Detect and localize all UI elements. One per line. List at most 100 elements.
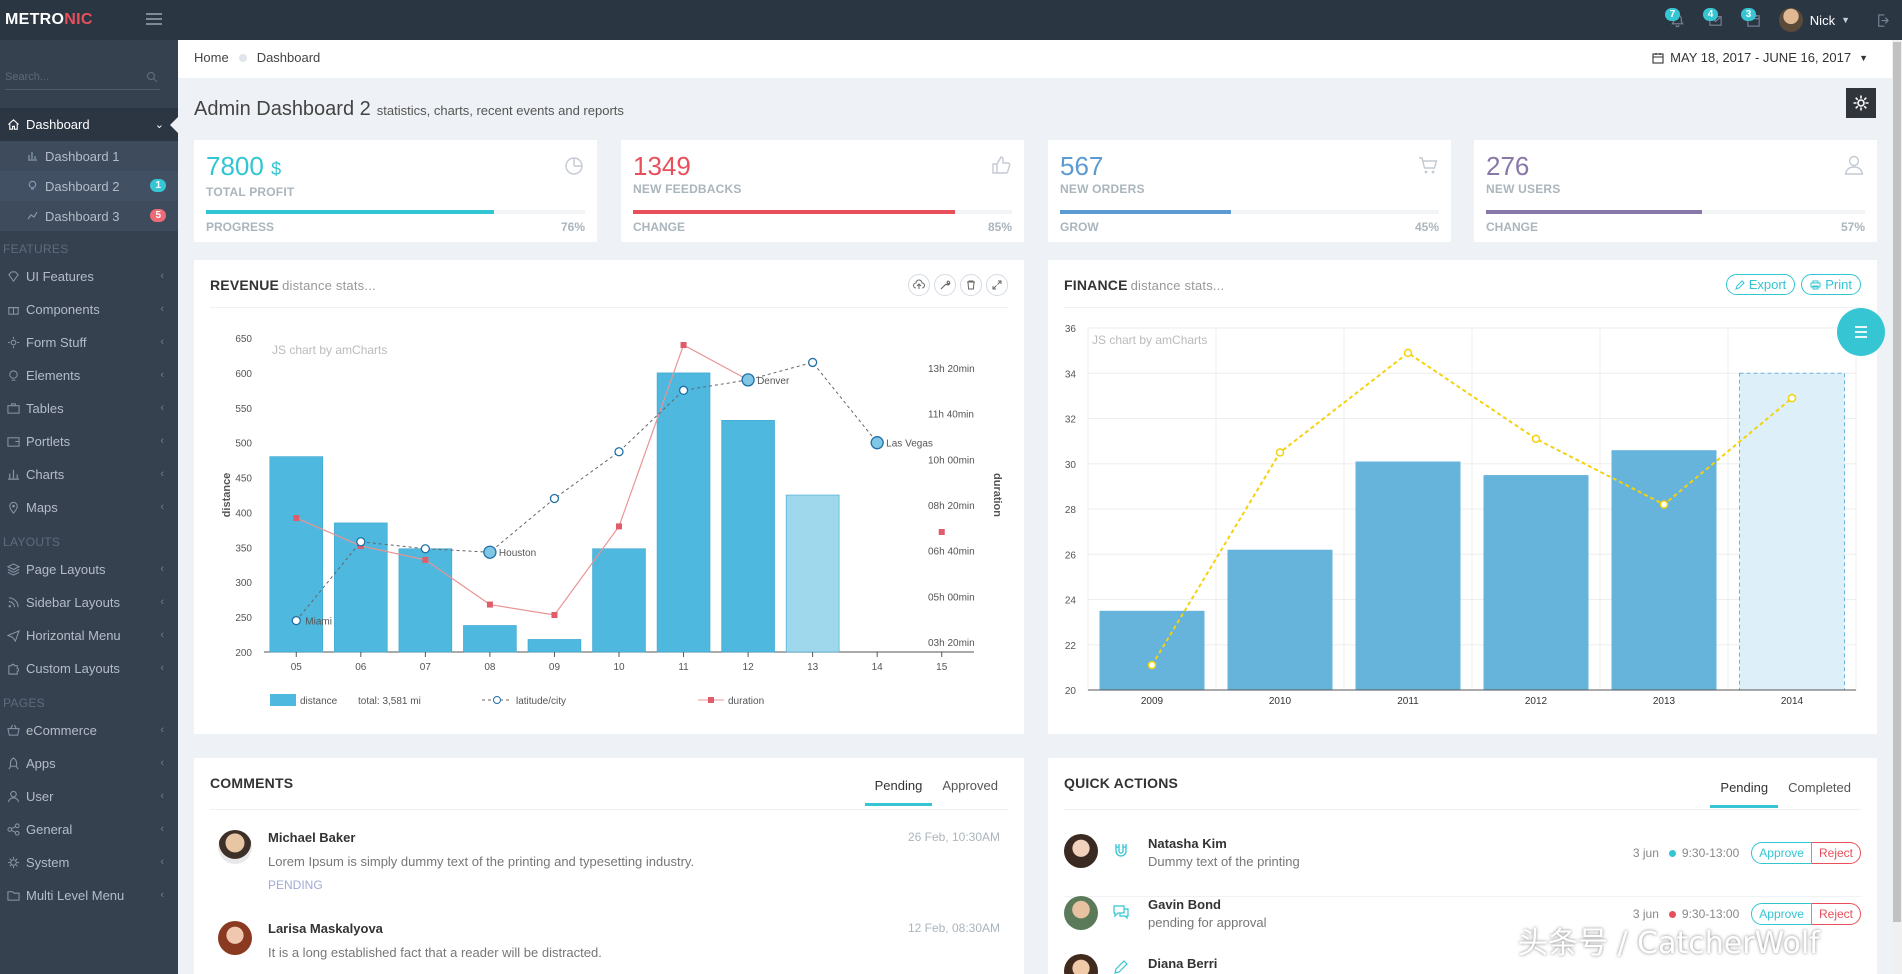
chevron-left-icon: ‹ xyxy=(160,501,164,513)
quick-action-name[interactable]: Gavin Bond xyxy=(1148,897,1221,912)
tab-pending[interactable]: Pending xyxy=(864,770,933,806)
feed-icon xyxy=(6,596,20,610)
sidebar-item-tables[interactable]: Tables ‹ xyxy=(0,392,178,425)
y-tick-label: 600 xyxy=(235,369,252,380)
comment-author[interactable]: Michael Baker xyxy=(268,830,356,845)
tasks-button[interactable]: 3 xyxy=(1735,0,1773,40)
menu-toggler[interactable] xyxy=(146,13,162,25)
reject-button[interactable]: Reject xyxy=(1811,842,1861,864)
sidebar-item-charts[interactable]: Charts ‹ xyxy=(0,458,178,491)
stat-label: TOTAL PROFIT xyxy=(206,185,295,199)
sidebar-item-label: Page Layouts xyxy=(26,562,106,577)
page-title-row: Admin Dashboard 2 statistics, charts, re… xyxy=(194,98,624,121)
quick-action-name[interactable]: Natasha Kim xyxy=(1148,836,1227,851)
sidebar-item-multi-level-menu[interactable]: Multi Level Menu ‹ xyxy=(0,879,178,912)
x-tick-label: 2009 xyxy=(1141,696,1164,707)
x-tick-label: 2010 xyxy=(1269,696,1292,707)
quick-nav-button[interactable] xyxy=(1837,308,1885,356)
stat-percent: 85% xyxy=(987,220,1012,234)
wallet-icon xyxy=(6,435,20,449)
sidebar-item-label: Dashboard xyxy=(26,117,90,132)
breadcrumb-home[interactable]: Home xyxy=(194,50,229,65)
search-input[interactable] xyxy=(5,71,135,83)
sidebar-subitem-dashboard-1[interactable]: Dashboard 1 xyxy=(0,141,178,171)
info-badge: 1 xyxy=(150,179,166,192)
y-tick-label: 34 xyxy=(1065,369,1077,380)
y-right-tick-label: 05h 00min xyxy=(928,592,975,603)
reject-button[interactable]: Reject xyxy=(1811,903,1861,925)
sidebar-item-maps[interactable]: Maps ‹ xyxy=(0,491,178,524)
scrollbar-thumb[interactable] xyxy=(1893,42,1901,922)
line-point xyxy=(1659,500,1669,509)
tab-completed[interactable]: Completed xyxy=(1788,780,1851,795)
sidebar-item-elements[interactable]: Elements ‹ xyxy=(0,359,178,392)
bulb-icon xyxy=(6,369,20,383)
y-right-tick-label: 03h 20min xyxy=(928,638,975,649)
approve-button[interactable]: Approve xyxy=(1751,903,1812,925)
remove-button[interactable] xyxy=(960,274,982,296)
sidebar-item-form-stuff[interactable]: Form Stuff ‹ xyxy=(0,326,178,359)
puzzle-icon xyxy=(6,662,20,676)
chevron-left-icon: ‹ xyxy=(160,790,164,802)
date-range-text: MAY 18, 2017 - JUNE 16, 2017 xyxy=(1670,50,1852,65)
inbox-button[interactable]: 4 xyxy=(1697,0,1735,40)
x-tick-label: 05 xyxy=(291,662,303,673)
stat-foot-label: PROGRESS xyxy=(206,220,275,234)
sidebar-item-system[interactable]: System ‹ xyxy=(0,846,178,879)
logout-button[interactable] xyxy=(1862,0,1902,40)
sidebar-item-ecommerce[interactable]: eCommerce ‹ xyxy=(0,714,178,747)
search-icon[interactable] xyxy=(146,71,158,83)
approve-button[interactable]: Approve xyxy=(1751,842,1812,864)
portlet-title: COMMENTS xyxy=(210,775,294,791)
sidebar-subitem-dashboard-3[interactable]: Dashboard 3 5 xyxy=(0,201,178,231)
sidebar-item-horizontal-menu[interactable]: Horizontal Menu ‹ xyxy=(0,619,178,652)
sidebar-subitem-dashboard-2[interactable]: Dashboard 2 1 xyxy=(0,171,178,201)
bar-chart-icon xyxy=(27,149,39,164)
point-duration xyxy=(551,612,558,619)
tab-pending[interactable]: Pending xyxy=(1710,772,1779,808)
y-right-tick-label: 10h 00min xyxy=(928,455,975,466)
date-range-picker[interactable]: MAY 18, 2017 - JUNE 16, 2017 ▼ xyxy=(1652,50,1868,65)
sidebar-item-ui-features[interactable]: UI Features ‹ xyxy=(0,260,178,293)
chevron-left-icon: ‹ xyxy=(160,435,164,447)
sidebar-item-custom-layouts[interactable]: Custom Layouts ‹ xyxy=(0,652,178,685)
y-right-tick-label: 11h 40min xyxy=(928,410,974,421)
notifications-button[interactable]: 7 xyxy=(1659,0,1697,40)
user-menu[interactable]: Nick ▼ xyxy=(1773,8,1862,32)
page-title: Admin Dashboard 2 xyxy=(194,98,371,120)
sidebar-item-components[interactable]: Components ‹ xyxy=(0,293,178,326)
logo[interactable]: METRONIC xyxy=(5,11,93,28)
quick-action-item: Natasha Kim Dummy text of the printing 3… xyxy=(1064,834,1861,890)
tab-approved[interactable]: Approved xyxy=(942,778,998,793)
point-duration xyxy=(680,341,687,348)
comment-author[interactable]: Larisa Maskalyova xyxy=(268,921,383,936)
comments-icon xyxy=(1113,905,1129,920)
upload-button[interactable] xyxy=(908,274,930,296)
briefcase-icon xyxy=(6,402,20,416)
settings-button[interactable] xyxy=(1846,88,1876,118)
sidebar-item-label: General xyxy=(26,822,73,837)
sidebar-item-sidebar-layouts[interactable]: Sidebar Layouts ‹ xyxy=(0,586,178,619)
sidebar-item-general[interactable]: General ‹ xyxy=(0,813,178,846)
print-button[interactable]: Print xyxy=(1801,274,1861,295)
chevron-left-icon: ‹ xyxy=(160,402,164,414)
sidebar-item-label: Portlets xyxy=(26,434,71,449)
quick-action-time: 9:30-13:00 xyxy=(1681,907,1740,921)
y-tick-label: 30 xyxy=(1065,460,1077,471)
sidebar-item-user[interactable]: User ‹ xyxy=(0,780,178,813)
sidebar-item-label: eCommerce xyxy=(26,723,97,738)
export-button[interactable]: Export xyxy=(1725,274,1796,295)
fullscreen-button[interactable] xyxy=(986,274,1008,296)
config-button[interactable] xyxy=(934,274,956,296)
sidebar-item-apps[interactable]: Apps ‹ xyxy=(0,747,178,780)
page-subtitle: statistics, charts, recent events and re… xyxy=(376,103,624,118)
sidebar-item-dashboard[interactable]: Dashboard ⌄ xyxy=(0,108,178,141)
chevron-left-icon: ‹ xyxy=(160,757,164,769)
quick-action-name[interactable]: Diana Berri xyxy=(1148,956,1218,971)
sidebar-item-portlets[interactable]: Portlets ‹ xyxy=(0,425,178,458)
y-tick-label: 300 xyxy=(235,578,252,589)
sidebar-item-page-layouts[interactable]: Page Layouts ‹ xyxy=(0,553,178,586)
bar xyxy=(656,372,711,653)
comment-status[interactable]: PENDING xyxy=(268,878,323,892)
pencil-icon xyxy=(1734,279,1745,290)
